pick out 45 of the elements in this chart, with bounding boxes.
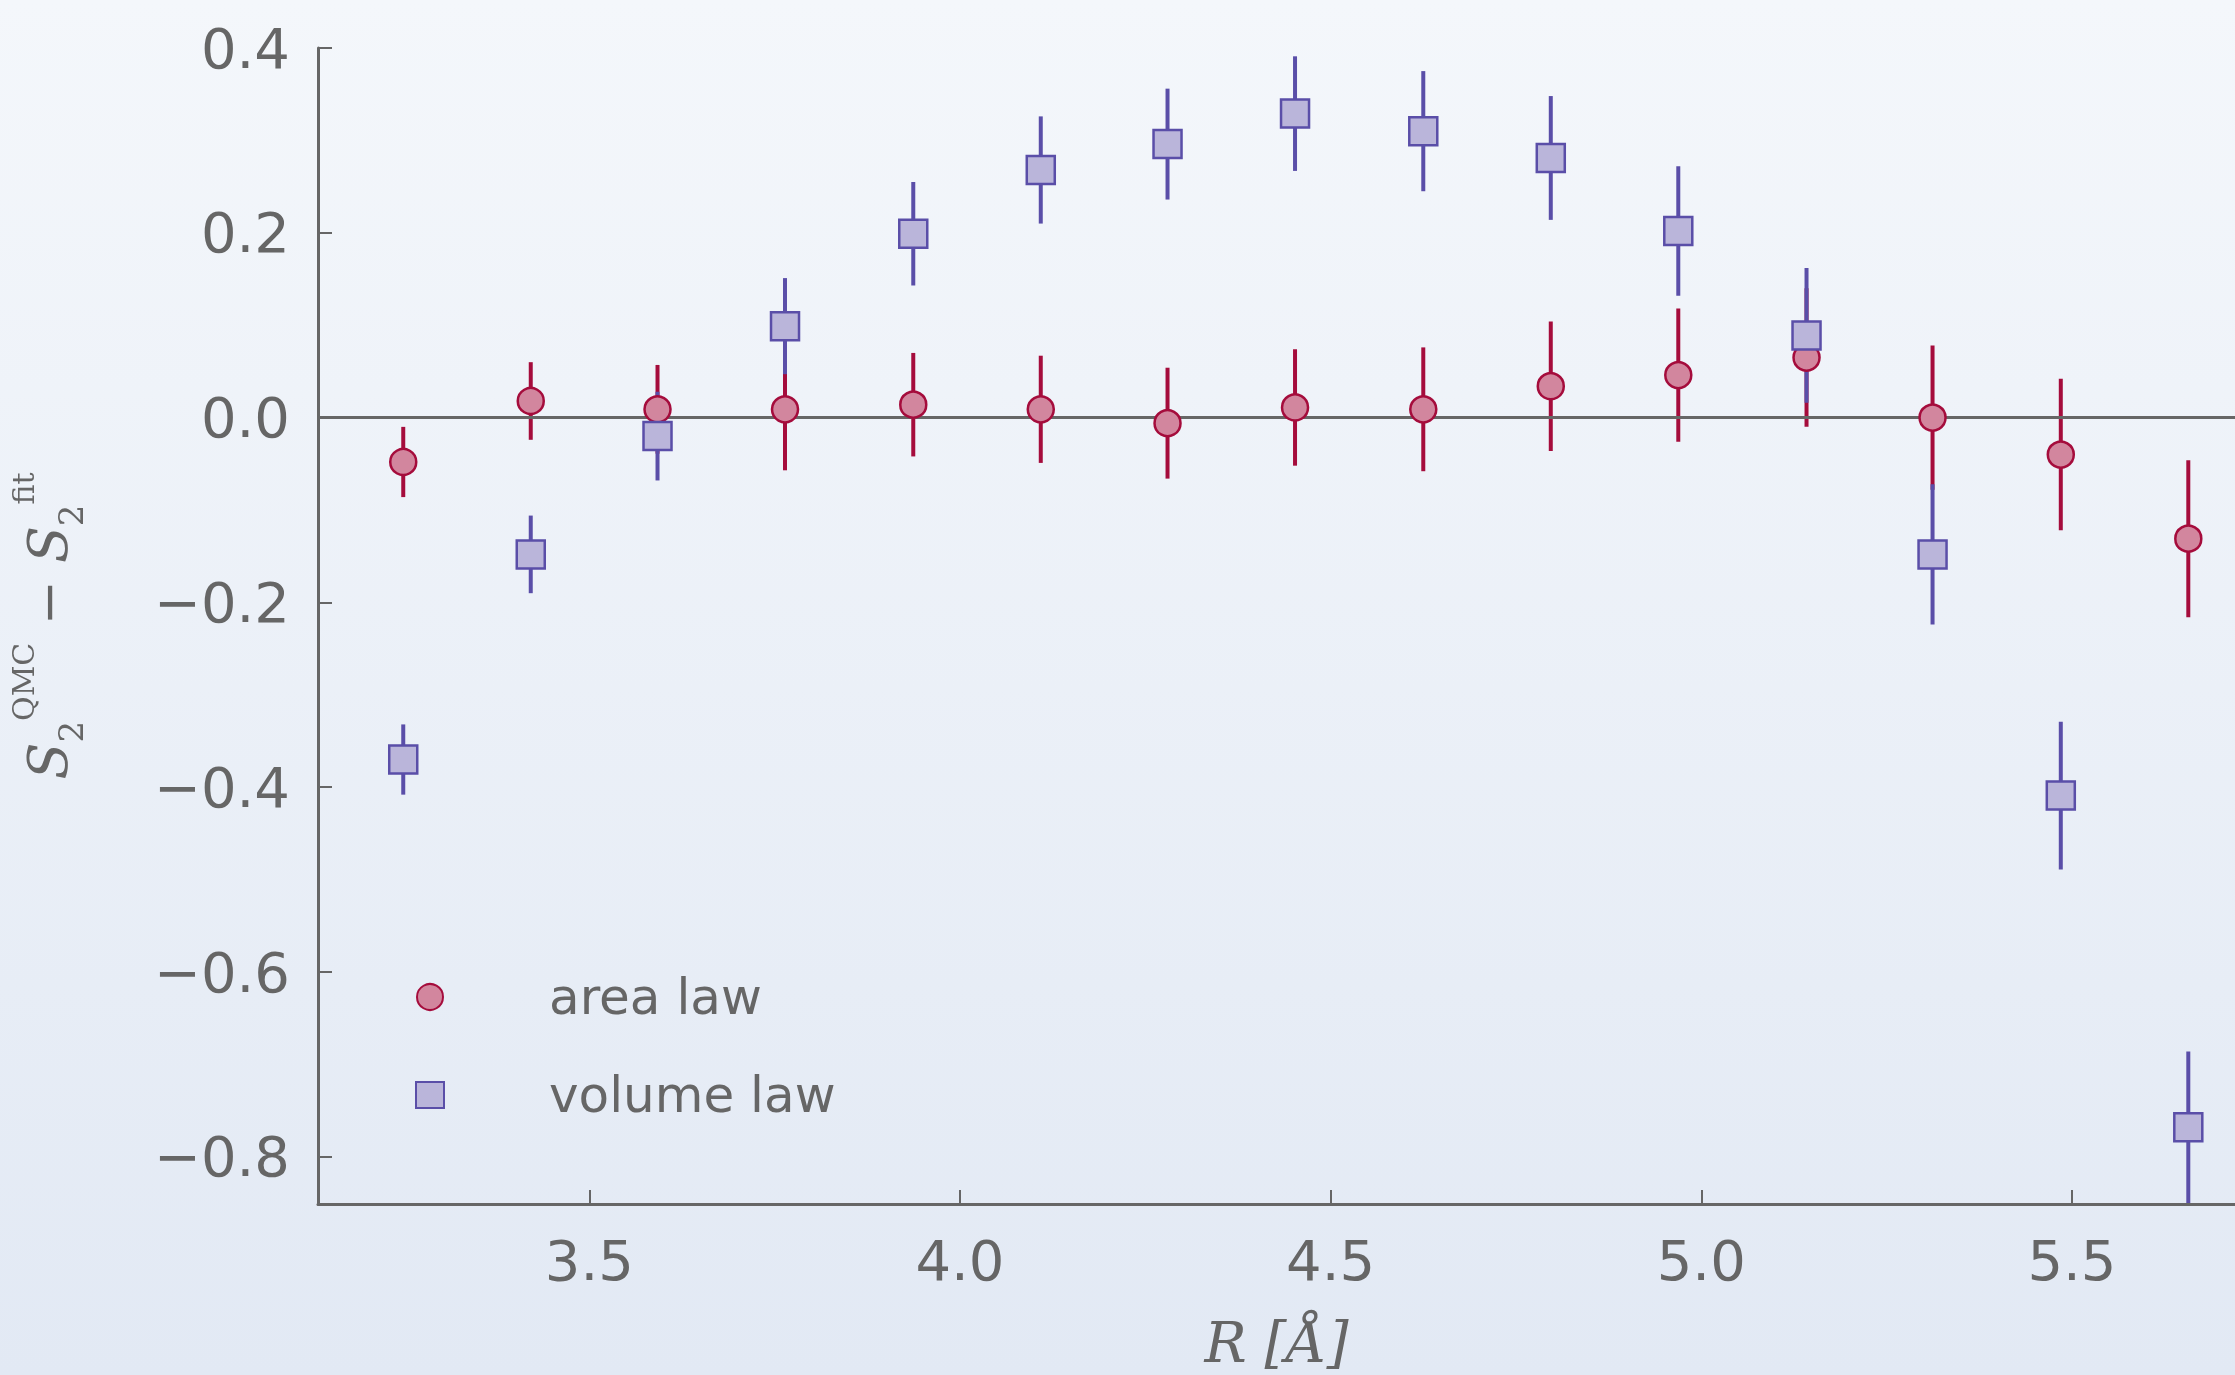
point: [2173, 1112, 2204, 1143]
x-tick-label: 4.0: [915, 1227, 1005, 1293]
point: [643, 395, 672, 424]
point: [1153, 408, 1182, 438]
x-tick-label: 5.0: [1656, 1227, 1746, 1293]
point: [1791, 320, 1822, 351]
point: [1663, 215, 1694, 247]
legend-label: area law: [549, 968, 762, 1026]
point: [1664, 360, 1693, 390]
point: [2046, 440, 2076, 469]
point: [1917, 539, 1948, 570]
y-tick-label: −0.8: [154, 1124, 290, 1190]
point: [1279, 98, 1311, 129]
y-tick-label: −0.2: [154, 569, 290, 635]
point: [1026, 395, 1056, 424]
x-tick-label: 5.5: [2027, 1227, 2117, 1293]
point: [898, 218, 929, 249]
x-tick-label: 4.5: [1286, 1227, 1376, 1293]
y-axis-title: S2QMC − S2fit: [5, 472, 91, 780]
legend-label: volume law: [549, 1066, 836, 1124]
point: [2045, 780, 2077, 811]
y-tick-label: 0.0: [200, 385, 290, 451]
point: [1280, 393, 1310, 422]
point: [515, 539, 546, 570]
point: [1408, 115, 1439, 147]
point: [1536, 371, 1566, 401]
point: [389, 447, 418, 477]
point: [1535, 142, 1567, 174]
point: [1918, 403, 1947, 432]
y-tick-label: −0.6: [154, 939, 290, 1005]
y-tick-label: 0.4: [200, 15, 290, 81]
point: [2174, 524, 2203, 553]
point: [899, 390, 928, 419]
y-tick-label: −0.4: [154, 754, 290, 820]
point: [516, 386, 545, 416]
x-tick-label: 3.5: [544, 1227, 634, 1293]
x-axis-title: R [Å]: [1203, 1308, 1349, 1375]
point: [770, 395, 800, 424]
point: [1409, 395, 1438, 424]
point: [1152, 128, 1183, 160]
point: [1025, 154, 1057, 186]
point: [642, 420, 673, 452]
y-tick-label: 0.2: [200, 200, 290, 266]
point: [388, 744, 419, 775]
point: [769, 310, 801, 342]
